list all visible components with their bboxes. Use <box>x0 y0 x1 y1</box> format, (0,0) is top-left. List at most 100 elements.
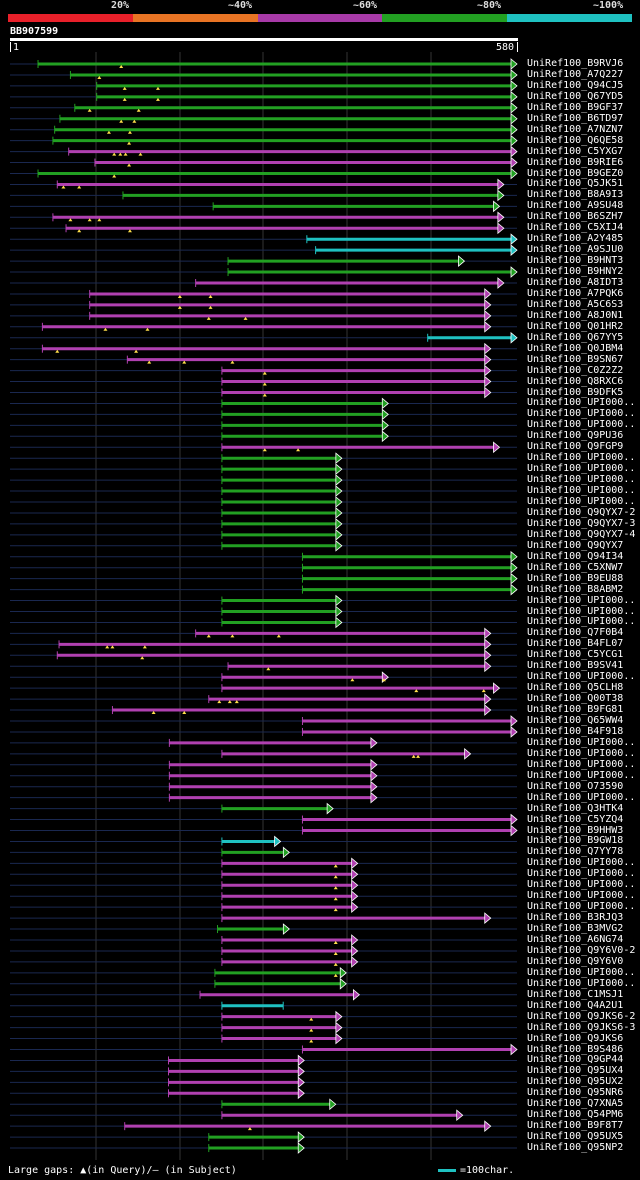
hit-label[interactable]: UniRef100_UPI000.. <box>527 901 636 913</box>
hit-label[interactable]: UniRef100_Q9QYX7 <box>527 539 624 551</box>
hit-label[interactable]: UniRef100_C1MSJ1 <box>527 988 624 1000</box>
hit-label[interactable]: UniRef100_A7NZN7 <box>527 123 624 135</box>
hit-label[interactable]: UniRef100_UPI000.. <box>527 769 636 781</box>
hit-label[interactable]: UniRef100_Q94I34 <box>527 550 624 562</box>
hit-label[interactable]: UniRef100_Q95UX4 <box>527 1065 624 1077</box>
hit-label[interactable]: UniRef100_UPI000.. <box>527 397 636 409</box>
hit-label[interactable]: UniRef100_B8A9I3 <box>527 189 624 201</box>
hit-label[interactable]: UniRef100_B9GW18 <box>527 835 624 847</box>
hit-label[interactable]: UniRef100_A9SJU0 <box>527 244 624 256</box>
hit-label[interactable]: UniRef100_C5YCG1 <box>527 649 624 661</box>
hit-label[interactable]: UniRef100_A7PQK6 <box>527 287 624 299</box>
hit-label[interactable]: UniRef100_B9RIE6 <box>527 156 624 168</box>
hit-label[interactable]: UniRef100_B9GEZ0 <box>527 167 624 179</box>
hit-label[interactable]: UniRef100_Q0JBM4 <box>527 342 624 354</box>
hit-label[interactable]: UniRef100_Q7F0B4 <box>527 627 624 639</box>
hit-label[interactable]: UniRef100_A9SU48 <box>527 200 624 212</box>
hit-label[interactable]: UniRef100_A2Y485 <box>527 233 624 245</box>
hit-label[interactable]: UniRef100_C5YZQ4 <box>527 813 624 825</box>
hit-label[interactable]: UniRef100_UPI000.. <box>527 496 636 507</box>
hit-label[interactable]: UniRef100_O73590 <box>527 780 624 792</box>
hit-label[interactable]: UniRef100_A7Q227 <box>527 68 624 80</box>
hit-label[interactable]: UniRef100_Q54PM6 <box>527 1109 624 1121</box>
hit-label[interactable]: UniRef100_B9FG81 <box>527 704 624 716</box>
hit-label[interactable]: UniRef100_B9SN67 <box>527 353 624 365</box>
hit-label[interactable]: UniRef100_UPI000.. <box>527 758 636 770</box>
hit-label[interactable]: UniRef100_Q8RXC6 <box>527 375 624 387</box>
hit-label[interactable]: UniRef100_C0Z2Z2 <box>527 364 624 376</box>
hit-label[interactable]: UniRef100_Q95NR6 <box>527 1087 624 1099</box>
hit-label[interactable]: UniRef100_A6NG74 <box>527 934 624 945</box>
hit-label[interactable]: UniRef100_UPI000.. <box>527 463 636 475</box>
hit-label[interactable]: UniRef100_B4FL07 <box>527 638 624 650</box>
hit-label[interactable]: UniRef100_B9RVJ6 <box>527 58 624 69</box>
hit-label[interactable]: UniRef100_B3RJQ3 <box>527 912 624 924</box>
hit-label[interactable]: UniRef100_C5XIJ4 <box>527 222 624 234</box>
hit-label[interactable]: UniRef100_B9S486 <box>527 1043 624 1055</box>
hit-label[interactable]: UniRef100_B9EU88 <box>527 572 624 584</box>
hit-label[interactable]: UniRef100_Q9FGP9 <box>527 441 624 453</box>
hit-label[interactable]: UniRef100_B9HNT3 <box>527 255 624 267</box>
hit-label[interactable]: UniRef100_Q7XNA5 <box>527 1098 624 1110</box>
hit-label[interactable]: UniRef100_Q00T38 <box>527 693 624 705</box>
hit-label[interactable]: UniRef100_B9HHW3 <box>527 824 624 836</box>
hit-label[interactable]: UniRef100_A8IDT3 <box>527 277 624 288</box>
hit-label[interactable]: UniRef100_UPI000.. <box>527 419 636 431</box>
hit-label[interactable]: UniRef100_UPI000.. <box>527 616 636 628</box>
hit-label[interactable]: UniRef100_Q9JKS6-3 <box>527 1021 636 1033</box>
hit-label[interactable]: UniRef100_UPI000.. <box>527 747 636 759</box>
hit-label[interactable]: UniRef100_C5XNW7 <box>527 561 624 573</box>
hit-label[interactable]: UniRef100_Q5JK51 <box>527 178 624 190</box>
hit-label[interactable]: UniRef100_UPI000.. <box>527 452 636 464</box>
hit-label[interactable]: UniRef100_UPI000.. <box>527 966 636 978</box>
hit-label[interactable]: UniRef100_Q3HTK4 <box>527 802 624 814</box>
hit-label[interactable]: UniRef100_Q67YY5 <box>527 331 624 343</box>
hit-label[interactable]: UniRef100_Q01HR2 <box>527 320 624 332</box>
hit-label[interactable]: UniRef100_UPI000.. <box>527 408 636 420</box>
hit-label[interactable]: UniRef100_Q95NP2 <box>527 1142 624 1154</box>
hit-label[interactable]: UniRef100_A8J0N1 <box>527 309 624 321</box>
hit-label[interactable]: UniRef100_B9GF37 <box>527 101 624 113</box>
hit-label[interactable]: UniRef100_Q65WW4 <box>527 715 624 726</box>
hit-label[interactable]: UniRef100_UPI000.. <box>527 857 636 869</box>
hit-label[interactable]: UniRef100_UPI000.. <box>527 736 636 748</box>
hit-label[interactable]: UniRef100_Q5CLH8 <box>527 682 624 694</box>
hit-label[interactable]: UniRef100_Q9JKS6-2 <box>527 1010 636 1022</box>
hit-label[interactable]: UniRef100_B3MVG2 <box>527 923 624 935</box>
hit-label[interactable]: UniRef100_Q67YD5 <box>527 90 624 102</box>
hit-label[interactable]: UniRef100_Q6QE58 <box>527 134 624 146</box>
hit-label[interactable]: UniRef100_Q9QYX7-2 <box>527 506 636 518</box>
hit-label[interactable]: UniRef100_Q94CJ5 <box>527 79 624 91</box>
hit-label[interactable]: UniRef100_UPI000.. <box>527 594 636 606</box>
hit-label[interactable]: UniRef100_Q9GP44 <box>527 1054 624 1066</box>
hit-label[interactable]: UniRef100_UPI000.. <box>527 485 636 497</box>
hit-label[interactable]: UniRef100_UPI000.. <box>527 890 636 902</box>
hit-label[interactable]: UniRef100_A5C6S3 <box>527 298 624 310</box>
hit-label[interactable]: UniRef100_UPI000.. <box>527 474 636 486</box>
hit-label[interactable]: UniRef100_B9DFK5 <box>527 386 624 398</box>
hit-label[interactable]: UniRef100_UPI000.. <box>527 791 636 803</box>
hit-label[interactable]: UniRef100_B4F918 <box>527 725 624 737</box>
hit-label[interactable]: UniRef100_Q9JKS6 <box>527 1032 624 1044</box>
hit-label[interactable]: UniRef100_B6TD97 <box>527 112 624 124</box>
hit-label[interactable]: UniRef100_B8ABM2 <box>527 583 624 595</box>
hit-label[interactable]: UniRef100_Q9PU36 <box>527 430 624 442</box>
hit-label[interactable]: UniRef100_B6SZH7 <box>527 211 624 223</box>
hit-label[interactable]: UniRef100_UPI000.. <box>527 977 636 989</box>
hit-label[interactable]: UniRef100_B9SV41 <box>527 660 624 672</box>
hit-label[interactable]: UniRef100_Q95UX5 <box>527 1131 624 1143</box>
hit-label[interactable]: UniRef100_UPI000.. <box>527 605 636 617</box>
hit-label[interactable]: UniRef100_Q9Y6V0 <box>527 955 624 967</box>
hit-label[interactable]: UniRef100_Q4A2U1 <box>527 999 624 1011</box>
hit-label[interactable]: UniRef100_Q9QYX7-4 <box>527 528 636 540</box>
hit-label[interactable]: UniRef100_UPI000.. <box>527 868 636 880</box>
hit-label[interactable]: UniRef100_Q7YY78 <box>527 846 624 858</box>
hit-label[interactable]: UniRef100_B9HNY2 <box>527 266 624 278</box>
hit-label[interactable]: UniRef100_Q9Y6V0-2 <box>527 944 636 956</box>
hit-label[interactable]: UniRef100_UPI000.. <box>527 879 636 891</box>
hit-label[interactable]: UniRef100_Q95UX2 <box>527 1076 624 1088</box>
hit-label[interactable]: UniRef100_UPI000.. <box>527 671 636 683</box>
hit-label[interactable]: UniRef100_B9F8T7 <box>527 1120 624 1132</box>
hit-label[interactable]: UniRef100_Q9QYX7-3 <box>527 517 636 529</box>
hit-label[interactable]: UniRef100_C5YXG7 <box>527 145 624 157</box>
